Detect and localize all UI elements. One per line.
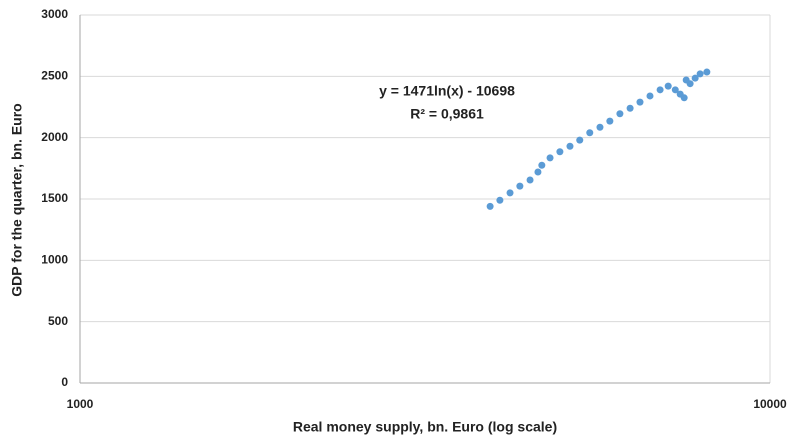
point: [680, 94, 688, 102]
point: [664, 82, 672, 90]
y-tick-label: 500: [48, 314, 68, 328]
point: [626, 104, 634, 112]
annotation: y = 1471ln(x) - 10698: [379, 83, 515, 99]
point: [526, 176, 534, 184]
annotation: R² = 0,9861: [410, 106, 484, 122]
y-axis-title: GDP for the quarter, bn. Euro: [9, 103, 25, 296]
point: [636, 98, 644, 106]
point: [556, 148, 564, 156]
point: [566, 142, 574, 150]
y-tick-label: 1500: [41, 191, 68, 205]
y-tick-label: 2500: [41, 69, 68, 83]
point: [486, 202, 494, 210]
point: [534, 168, 542, 176]
point: [703, 68, 711, 76]
point: [646, 92, 654, 100]
point: [696, 70, 704, 78]
point: [538, 161, 546, 169]
point: [586, 129, 594, 137]
y-tick-label: 2000: [41, 130, 68, 144]
x-tick-label: 1000: [67, 397, 94, 411]
y-tick-label: 1000: [41, 253, 68, 267]
y-tick-label: 0: [61, 375, 68, 389]
point: [516, 182, 524, 190]
point: [606, 117, 614, 125]
x-axis-title: Real money supply, bn. Euro (log scale): [293, 419, 557, 435]
y-tick-label: 3000: [41, 7, 68, 21]
point: [576, 136, 584, 144]
point: [496, 196, 504, 204]
point: [596, 123, 604, 131]
x-tick-label: 10000: [753, 397, 787, 411]
point: [686, 80, 694, 88]
point: [506, 189, 514, 197]
point: [691, 74, 699, 82]
point: [671, 86, 679, 94]
point: [616, 110, 624, 118]
point: [656, 86, 664, 94]
point: [546, 154, 554, 162]
